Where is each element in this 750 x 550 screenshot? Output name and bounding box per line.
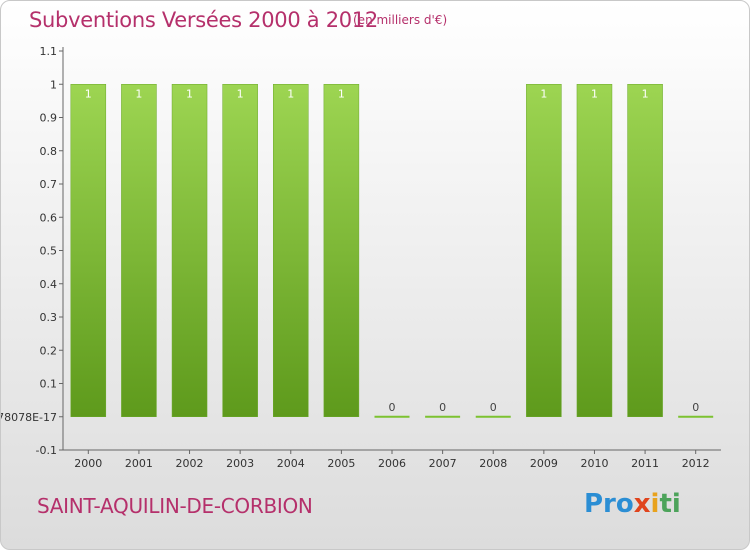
bar — [273, 84, 309, 417]
bar — [171, 84, 208, 417]
x-tick-label: 2002 — [176, 457, 204, 470]
bar — [222, 84, 258, 417]
data-label: 1 — [642, 87, 649, 100]
chart-subtitle: (en milliers d'€) — [353, 13, 448, 27]
bar — [70, 84, 107, 417]
bar — [374, 415, 410, 418]
y-tick-label: 0.6 — [40, 211, 58, 224]
bar — [576, 84, 613, 417]
commune-name: SAINT-AQUILIN-DE-CORBION — [37, 494, 313, 518]
y-tick-label: 0.5 — [40, 245, 58, 258]
x-tick-label: 2009 — [530, 457, 558, 470]
y-tick-label: 0.3 — [40, 311, 58, 324]
data-label: 0 — [490, 401, 497, 414]
data-label: 1 — [135, 87, 142, 100]
y-tick-label: 0.7 — [40, 178, 58, 191]
logo-part-4: ti — [659, 489, 681, 519]
x-tick-label: 2004 — [277, 457, 305, 470]
x-tick-label: 2003 — [226, 457, 254, 470]
y-tick-label: 1.38777878078E-17 — [1, 411, 57, 424]
x-tick-label: 2008 — [479, 457, 507, 470]
bar — [627, 84, 663, 417]
data-label: 1 — [540, 87, 547, 100]
logo-part-1: Pro — [584, 489, 634, 519]
data-label: 1 — [85, 87, 92, 100]
data-label: 1 — [287, 87, 294, 100]
bar — [526, 84, 562, 417]
bar — [121, 84, 157, 417]
x-tick-label: 2011 — [631, 457, 659, 470]
y-tick-label: 0.4 — [40, 278, 58, 291]
data-label: 0 — [439, 401, 446, 414]
data-label: 0 — [692, 401, 699, 414]
logo-part-2: x — [633, 489, 651, 519]
y-tick-label: 0.8 — [40, 145, 58, 158]
bar — [678, 415, 714, 418]
bar — [425, 415, 461, 418]
y-tick-label: 0.9 — [40, 112, 58, 125]
x-tick-label: 2001 — [125, 457, 153, 470]
x-tick-label: 2000 — [74, 457, 102, 470]
data-label: 1 — [338, 87, 345, 100]
x-tick-label: 2010 — [580, 457, 608, 470]
x-tick-label: 2012 — [682, 457, 710, 470]
data-label: 0 — [389, 401, 396, 414]
chart-title: Subventions Versées 2000 à 2012 — [29, 8, 378, 32]
data-label: 1 — [237, 87, 244, 100]
data-label: 1 — [591, 87, 598, 100]
proxiti-logo[interactable]: Proxiti — [584, 489, 681, 519]
bar — [323, 84, 360, 417]
y-tick-label: 1.1 — [40, 45, 58, 58]
bar — [475, 415, 511, 418]
logo-part-3: i — [650, 489, 660, 519]
y-tick-label: 1 — [50, 78, 57, 91]
x-tick-label: 2007 — [429, 457, 457, 470]
y-tick-label: -0.1 — [36, 444, 57, 457]
y-tick-label: 0.2 — [40, 344, 58, 357]
x-tick-label: 2006 — [378, 457, 406, 470]
y-tick-label: 0.1 — [40, 378, 58, 391]
x-tick-label: 2005 — [327, 457, 355, 470]
data-label: 1 — [186, 87, 193, 100]
